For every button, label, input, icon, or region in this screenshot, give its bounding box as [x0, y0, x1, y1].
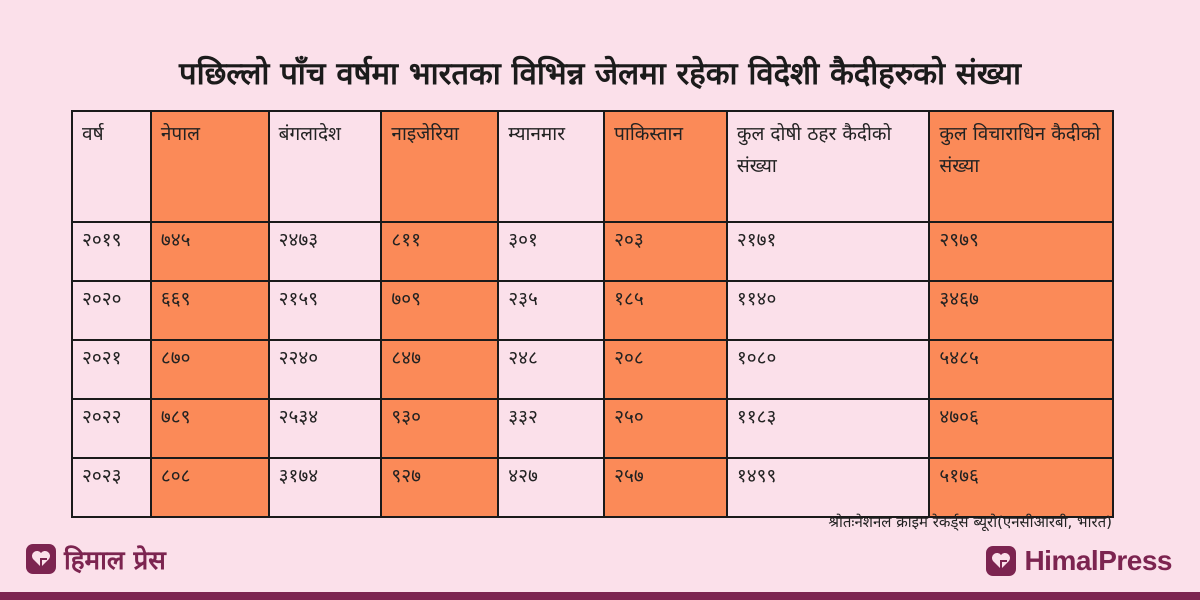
cell-nepal: ७८९ [149, 398, 270, 459]
page-title: पछिल्लो पाँच वर्षमा भारतका विभिन्न जेलमा… [179, 56, 1021, 92]
himalpress-logo-english[interactable]: HimalPress [986, 544, 1172, 578]
cell-myanmar: ४२७ [497, 457, 606, 518]
cell-bangladesh: ३१७४ [267, 457, 383, 518]
header-nigeria: नाइजेरिया [380, 110, 500, 223]
cell-nigeria: ८४७ [380, 339, 500, 400]
heart-in-square-icon [986, 546, 1017, 576]
himalpress-logo-nepali[interactable]: हिमाल प्रेस [26, 542, 166, 576]
header-total-convicted: कुल दोषी ठहर कैदीको संख्या [725, 110, 931, 223]
header-year: वर्ष [71, 110, 152, 223]
cell-total-convicted: ११८३ [725, 398, 931, 459]
cell-bangladesh: २५३४ [267, 398, 383, 459]
cell-nepal: ८०८ [149, 457, 270, 518]
cell-myanmar: ३०१ [497, 221, 606, 282]
header-myanmar: म्यानमार [497, 110, 606, 223]
cell-year: २०२३ [71, 457, 152, 518]
cell-total-convicted: २१७१ [725, 221, 931, 282]
cell-pakistan: २०८ [603, 339, 728, 400]
cell-total-undertrial: २९७९ [928, 221, 1114, 282]
cell-myanmar: २३५ [497, 280, 606, 341]
cell-bangladesh: २२४० [267, 339, 383, 400]
cell-year: २०२१ [71, 339, 152, 400]
table-row: २०१९ ७४५ २४७३ ८११ ३०१ २०३ २१७१ २९७९ [71, 221, 1114, 282]
cell-year: २०२० [71, 280, 152, 341]
cell-nigeria: ७०९ [380, 280, 500, 341]
cell-myanmar: २४८ [497, 339, 606, 400]
cell-total-undertrial: ४७०६ [928, 398, 1114, 459]
cell-nigeria: ८११ [380, 221, 500, 282]
prisoner-table: वर्ष नेपाल बंगलादेश नाइजेरिया म्यानमार प… [71, 110, 1114, 518]
source-note: श्रोतःनेशनल क्राइम रेकर्ड्स ब्यूरो(एनसीआ… [828, 513, 1112, 531]
cell-pakistan: १८५ [603, 280, 728, 341]
cell-bangladesh: २४७३ [267, 221, 383, 282]
cell-total-undertrial: ३४६७ [928, 280, 1114, 341]
header-nepal: नेपाल [149, 110, 270, 223]
table-row: २०२१ ८७० २२४० ८४७ २४८ २०८ १०८० ५४८५ [71, 339, 1114, 400]
header-total-undertrial: कुल विचाराधिन कैदीको संख्या [928, 110, 1114, 223]
logo-text-english: HimalPress [1024, 545, 1172, 576]
table-row: २०२३ ८०८ ३१७४ ९२७ ४२७ २५७ १४९९ ५१७६ [71, 457, 1114, 518]
header-bangladesh: बंगलादेश [267, 110, 383, 223]
cell-total-convicted: ११४० [725, 280, 931, 341]
logo-text-nepali: हिमाल प्रेस [64, 546, 166, 576]
table-header-row: वर्ष नेपाल बंगलादेश नाइजेरिया म्यानमार प… [71, 110, 1114, 223]
cell-year: २०१९ [71, 221, 152, 282]
cell-year: २०२२ [71, 398, 152, 459]
cell-total-undertrial: ५४८५ [928, 339, 1114, 400]
heart-in-square-icon [26, 544, 56, 574]
cell-nepal: ८७० [149, 339, 270, 400]
cell-nepal: ७४५ [149, 221, 270, 282]
cell-total-convicted: १४९९ [725, 457, 931, 518]
cell-nigeria: ९३० [380, 398, 500, 459]
table-row: २०२२ ७८९ २५३४ ९३० ३३२ २५० ११८३ ४७०६ [71, 398, 1114, 459]
header-pakistan: पाकिस्तान [603, 110, 728, 223]
bottom-brand-bar [0, 592, 1200, 600]
cell-pakistan: २०३ [603, 221, 728, 282]
cell-total-undertrial: ५१७६ [928, 457, 1114, 518]
cell-nigeria: ९२७ [380, 457, 500, 518]
cell-nepal: ६६९ [149, 280, 270, 341]
cell-pakistan: २५७ [603, 457, 728, 518]
cell-total-convicted: १०८० [725, 339, 931, 400]
table-row: २०२० ६६९ २१५९ ७०९ २३५ १८५ ११४० ३४६७ [71, 280, 1114, 341]
cell-bangladesh: २१५९ [267, 280, 383, 341]
cell-myanmar: ३३२ [497, 398, 606, 459]
cell-pakistan: २५० [603, 398, 728, 459]
